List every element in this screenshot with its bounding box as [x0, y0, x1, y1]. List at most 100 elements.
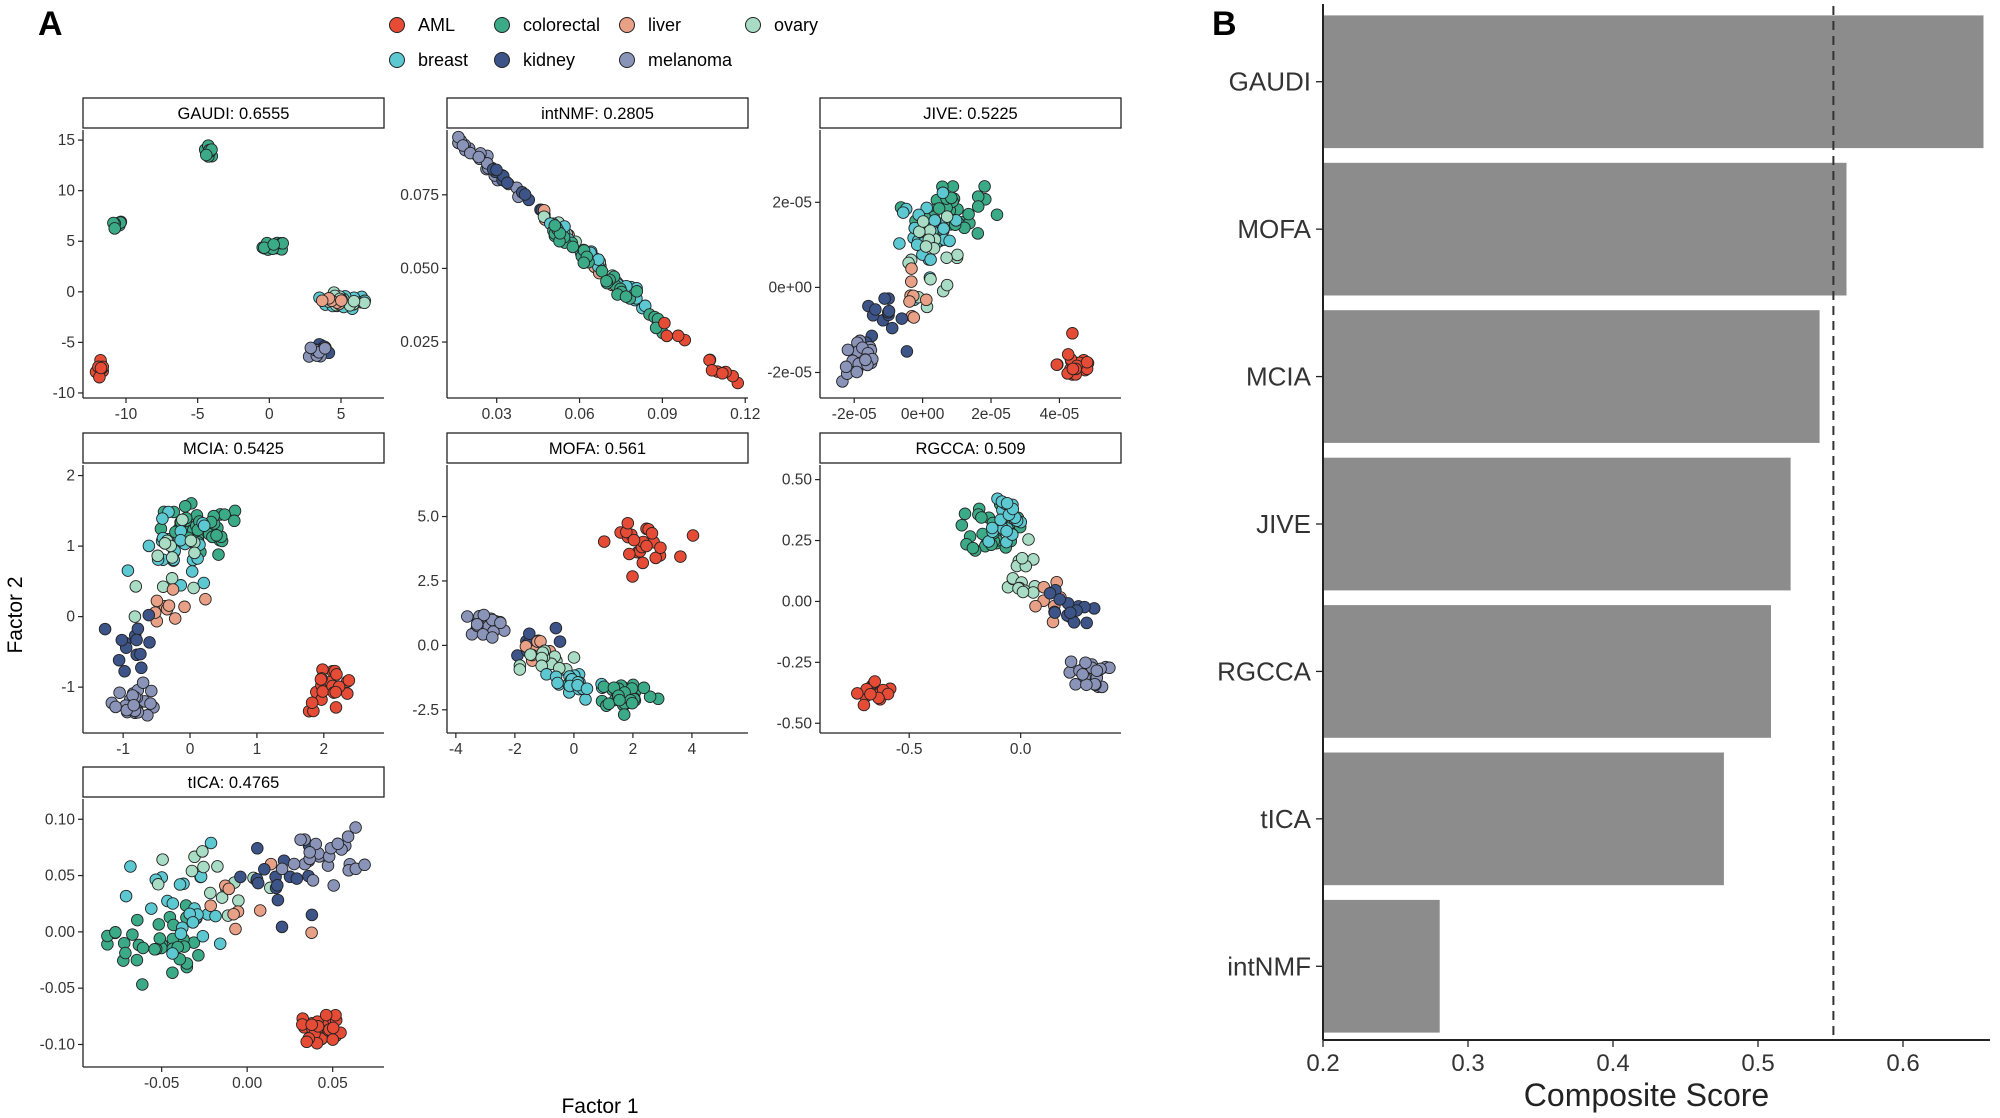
point-ovary [358, 296, 371, 310]
point-AML [705, 364, 719, 377]
point-colorectal [619, 290, 633, 303]
point-melanoma [358, 858, 371, 872]
point-colorectal [932, 202, 946, 215]
point-AML [305, 696, 319, 709]
bar-label-RGCCA: RGCCA [1217, 656, 1312, 686]
point-ovary [197, 860, 210, 874]
point-AML [326, 1021, 340, 1035]
point-melanoma [839, 360, 853, 374]
y-tick-label: 0.025 [400, 334, 439, 351]
point-kidney [900, 345, 914, 358]
point-AML [658, 316, 671, 330]
point-colorectal [119, 946, 132, 960]
point-breast [985, 521, 999, 535]
x-tick-label: 2e-05 [971, 406, 1011, 423]
y-tick-label: -2e-05 [767, 364, 812, 381]
point-AML [329, 701, 343, 714]
facet-title: intNMF: 0.2805 [541, 105, 654, 123]
point-AML [623, 547, 636, 561]
point-ovary [184, 534, 198, 547]
y-tick-label: 0.50 [782, 472, 813, 489]
point-ovary [916, 215, 930, 228]
point-melanoma [145, 684, 158, 698]
y-tick-label: 10 [58, 183, 76, 200]
bar-label-JIVE: JIVE [1256, 509, 1311, 539]
point-AML [597, 535, 611, 548]
point-colorectal [617, 708, 631, 721]
point-colorectal [212, 548, 225, 561]
point-melanoma [275, 862, 289, 876]
point-kidney [251, 842, 264, 855]
point-ovary [196, 845, 209, 858]
y-tick-label: 2e-05 [772, 194, 812, 211]
legend: AML colorectal liver ovary breast kidney melan… [389, 15, 818, 70]
point-kidney [1048, 606, 1062, 619]
point-ovary [185, 864, 199, 878]
point-colorectal [946, 180, 960, 193]
point-colorectal [962, 207, 975, 221]
points [89, 139, 372, 384]
point-melanoma [470, 618, 484, 631]
y-tick-label: 2 [66, 468, 75, 485]
point-colorectal [136, 978, 149, 991]
x-tick-label: 0 [265, 406, 274, 423]
point-liver [222, 882, 236, 896]
x-tick-label: 0.09 [647, 406, 677, 423]
facet-title: GAUDI: 0.6555 [178, 105, 290, 123]
y-tick-label: -10 [53, 385, 76, 402]
point-ovary [211, 860, 224, 873]
point-colorectal [126, 928, 139, 941]
point-kidney [115, 633, 129, 647]
point-breast [209, 909, 222, 923]
point-kidney [135, 661, 148, 675]
legend-swatch-AML [389, 17, 405, 33]
point-kidney [869, 303, 882, 316]
y-tick-label: 0 [66, 609, 75, 626]
point-colorectal [136, 941, 150, 955]
point-colorectal [192, 949, 205, 962]
point-ovary [128, 610, 142, 623]
point-ovary [165, 551, 179, 564]
point-AML [314, 673, 328, 686]
point-colorectal [153, 932, 167, 945]
point-AML [626, 570, 639, 583]
point-colorectal [566, 240, 580, 254]
bar-label-MCIA: MCIA [1246, 362, 1312, 392]
y-tick-label: 0.0 [417, 637, 439, 654]
point-AML [636, 556, 650, 570]
y-tick-label: 2.5 [417, 573, 439, 590]
legend-label-breast: breast [418, 50, 468, 70]
bar-label-MOFA: MOFA [1237, 214, 1311, 244]
point-breast [893, 237, 906, 250]
point-AML [1061, 348, 1075, 361]
points [836, 180, 1095, 388]
point-breast [924, 253, 937, 266]
facet-strip [446, 97, 749, 129]
point-breast [174, 927, 188, 940]
facet-MOFA: MOFA: 0.561 -4 -2 0 2 4 -2.5 0.0 2.5 5.0 [412, 432, 749, 758]
point-colorectal [971, 200, 985, 213]
y-tick-label: 0.00 [45, 924, 76, 941]
facet-title: tICA: 0.4765 [188, 774, 280, 792]
y-tick-label: 0.25 [782, 533, 812, 550]
legend-label-melanoma: melanoma [648, 50, 733, 70]
point-colorectal [548, 219, 562, 232]
point-AML [864, 687, 877, 701]
legend-label-kidney: kidney [523, 50, 575, 70]
x-tick-label: 4 [688, 741, 697, 758]
points [461, 516, 700, 721]
point-kidney [143, 636, 156, 649]
point-colorectal [267, 238, 280, 251]
point-breast [119, 889, 133, 903]
point-ovary [347, 294, 361, 308]
point-kidney [553, 635, 567, 648]
y-tick-label: 5 [66, 233, 75, 250]
point-colorectal [152, 918, 166, 931]
shared-y-axis-label: Factor 2 [4, 576, 27, 653]
point-colorectal [643, 690, 657, 703]
point-breast [580, 682, 594, 695]
point-colorectal [210, 529, 223, 542]
points [98, 497, 356, 722]
points [851, 492, 1116, 712]
point-kidney [275, 920, 289, 934]
